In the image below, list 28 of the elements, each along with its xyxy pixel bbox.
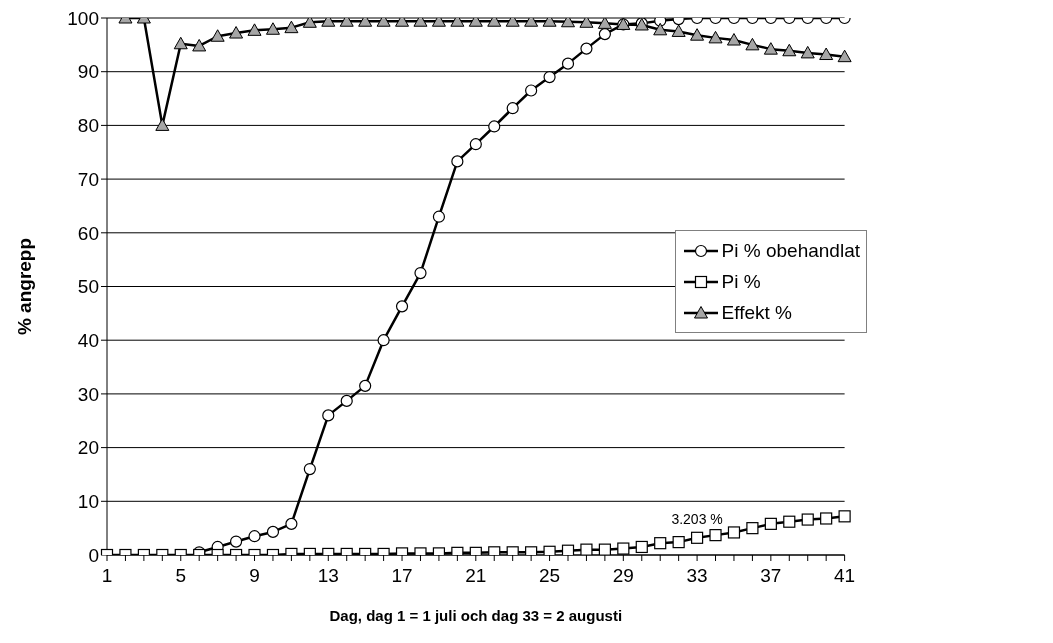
x-tick-label: 21 bbox=[465, 565, 487, 587]
x-tick-label: 5 bbox=[175, 565, 187, 587]
legend-label: Pi % obehandlat bbox=[721, 239, 860, 262]
x-tick-label: 17 bbox=[391, 565, 413, 587]
y-tick-label: 20 bbox=[77, 437, 99, 459]
x-tick-label: 41 bbox=[834, 565, 856, 587]
x-tick-label: 29 bbox=[612, 565, 634, 587]
legend-label: Effekt % bbox=[721, 301, 793, 324]
y-tick-label: 0 bbox=[88, 544, 99, 566]
y-axis-title: % angrepp bbox=[13, 237, 35, 336]
annotation: 3.203 % bbox=[671, 510, 723, 527]
x-tick-label: 25 bbox=[539, 565, 561, 587]
x-tick-label: 37 bbox=[760, 565, 782, 587]
y-tick-label: 60 bbox=[77, 222, 99, 244]
y-tick-label: 70 bbox=[77, 168, 99, 190]
x-axis-title: Dag, dag 1 = 1 juli och dag 33 = 2 augusti bbox=[329, 607, 623, 624]
legend-label: Pi % bbox=[721, 270, 761, 293]
y-tick-label: 40 bbox=[77, 329, 99, 351]
y-tick-label: 100 bbox=[67, 7, 99, 29]
y-tick-label: 90 bbox=[77, 61, 99, 83]
x-tick-label: 33 bbox=[686, 565, 708, 587]
y-tick-label: 50 bbox=[77, 276, 99, 298]
x-tick-label: 13 bbox=[317, 565, 339, 587]
y-tick-label: 80 bbox=[77, 115, 99, 137]
y-tick-label: 10 bbox=[77, 491, 99, 513]
y-tick-label: 30 bbox=[77, 383, 99, 405]
x-tick-label: 9 bbox=[249, 565, 260, 587]
x-tick-label: 1 bbox=[101, 565, 113, 587]
